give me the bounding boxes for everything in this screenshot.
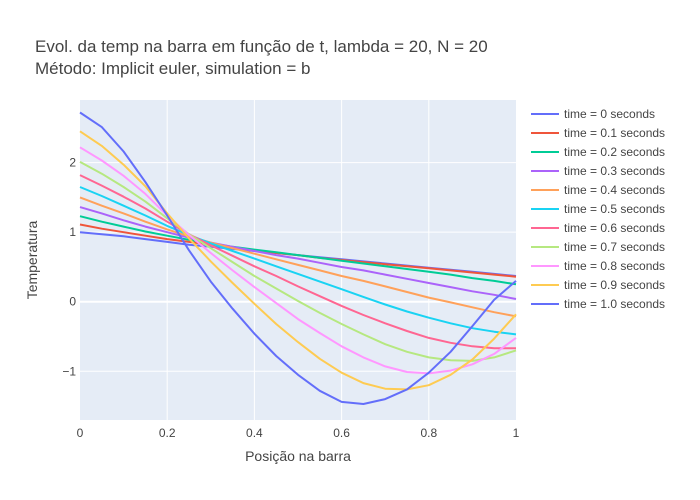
series-line-9 (79, 130, 517, 391)
legend-item-4[interactable]: time = 0.4 seconds (531, 183, 665, 197)
legend-item-10[interactable]: time = 1.0 seconds (531, 297, 665, 311)
legend-item-0[interactable]: time = 0 seconds (531, 107, 655, 121)
y-tick-label: −1 (62, 364, 76, 378)
series-line-5 (79, 186, 517, 336)
legend-item-5[interactable]: time = 0.5 seconds (531, 202, 665, 216)
series-lines (79, 111, 517, 405)
legend-item-6[interactable]: time = 0.6 seconds (531, 221, 665, 235)
x-tick-label: 0.2 (159, 426, 176, 440)
legend-label: time = 0.1 seconds (564, 126, 665, 140)
series-line-3 (79, 206, 517, 300)
legend-label: time = 0.8 seconds (564, 259, 665, 273)
y-tick-label: 0 (69, 295, 76, 309)
y-axis-title: Temperatura (24, 220, 40, 299)
x-tick-label: 1 (513, 426, 520, 440)
legend-label: time = 0.2 seconds (564, 145, 665, 159)
legend-label: time = 0.4 seconds (564, 183, 665, 197)
x-tick-label: 0 (77, 426, 84, 440)
legend-item-9[interactable]: time = 0.9 seconds (531, 278, 665, 292)
legend-label: time = 0.3 seconds (564, 164, 665, 178)
x-axis-ticks: 0 0.2 0.4 0.6 0.8 1 (77, 426, 520, 440)
chart-title-line1: Evol. da temp na barra em função de t, l… (35, 37, 488, 56)
x-axis-title: Posição na barra (245, 448, 351, 464)
legend-label: time = 0.7 seconds (564, 240, 665, 254)
series-line-6 (79, 174, 516, 350)
plot-area (80, 100, 516, 420)
x-tick-label: 0.6 (333, 426, 350, 440)
legend-item-2[interactable]: time = 0.2 seconds (531, 145, 665, 159)
legend-item-1[interactable]: time = 0.1 seconds (531, 126, 665, 140)
x-tick-label: 0.8 (420, 426, 437, 440)
legend-item-7[interactable]: time = 0.7 seconds (531, 240, 665, 254)
legend-label: time = 0.9 seconds (564, 278, 665, 292)
y-tick-label: 1 (69, 225, 76, 239)
legend-label: time = 0.6 seconds (564, 221, 665, 235)
y-tick-label: 2 (69, 156, 76, 170)
y-axis-ticks: −1 0 1 2 (62, 156, 76, 379)
series-line-10 (79, 111, 517, 405)
series-line-8 (79, 146, 517, 375)
chart-title-line2: Método: Implicit euler, simulation = b (35, 59, 310, 78)
legend-item-8[interactable]: time = 0.8 seconds (531, 259, 665, 273)
legend-item-3[interactable]: time = 0.3 seconds (531, 164, 665, 178)
series-line-4 (79, 196, 517, 318)
legend: time = 0 seconds time = 0.1 seconds time =… (531, 107, 665, 311)
x-tick-label: 0.4 (246, 426, 263, 440)
legend-label: time = 0 seconds (564, 107, 655, 121)
legend-label: time = 0.5 seconds (564, 202, 665, 216)
legend-label: time = 1.0 seconds (564, 297, 665, 311)
series-line-2 (79, 215, 517, 286)
